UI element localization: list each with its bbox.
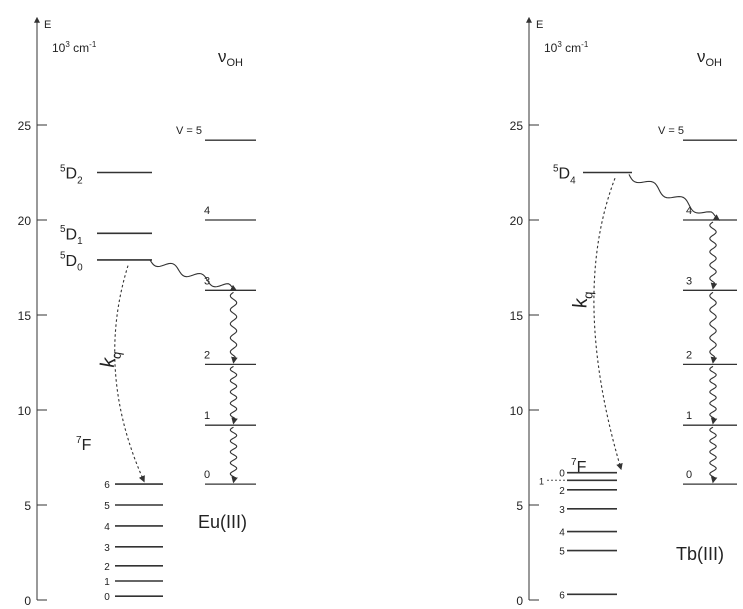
ground-term-label: 7F [76,435,92,454]
nonradiative-quenching-arrow [114,265,145,483]
ground-level-label: 3 [104,543,110,554]
vibrational-level-label: 4 [686,205,692,217]
ground-level-label: 1 [539,476,544,486]
ground-level-label: 4 [559,528,565,539]
tick-label: 15 [18,309,32,323]
axis-label: E [44,19,51,31]
ground-level-label: 0 [559,469,565,480]
excited-level-label: 5D0 [60,251,83,274]
excited-level-label: 5D4 [553,163,576,186]
ground-level-label: 3 [559,505,565,516]
vibrational-relaxation-arrow [709,291,718,364]
tick-label: 5 [516,499,523,513]
tick-label: 25 [510,119,524,133]
vibrational-level-label: V = 5 [658,125,684,137]
vibrational-relaxation-arrow [229,426,238,484]
ion-label: Eu(III) [198,512,247,532]
tick-label: 5 [24,499,31,513]
tick-label: 20 [18,214,32,228]
tick-label: 15 [510,309,524,323]
tick-label: 25 [18,119,32,133]
vibrational-level-label: 2 [204,349,210,361]
vibrational-level-label: 2 [686,349,692,361]
axis-units: 103 cm-1 [52,40,97,55]
vibrational-level-label: 1 [204,410,210,422]
vibrational-level-label: 1 [686,410,692,422]
kq-label: kq [569,290,595,309]
energy-transfer-arrow [149,259,238,291]
nu-oh-label: νOH [218,47,243,69]
ground-level-label: 2 [104,562,110,573]
kq-label: kq [97,349,125,370]
tick-label: 10 [510,404,524,418]
vibrational-relaxation-arrow [229,291,238,364]
excited-level-label: 5D1 [60,224,83,247]
ground-level-label: 6 [559,590,565,601]
ground-level-label: 6 [104,480,110,491]
vibrational-level-label: V = 5 [176,125,202,137]
vibrational-level-label: 4 [204,205,210,217]
nu-oh-label: νOH [697,47,722,69]
nonradiative-quenching-arrow [593,178,623,471]
tick-label: 10 [18,404,32,418]
ground-term-label: 7F [571,457,587,476]
kq-label-group: kq [569,290,595,309]
vibrational-relaxation-arrow [709,426,718,484]
kq-label-group: kq [97,349,125,370]
vibrational-level-label: 3 [686,275,692,287]
ground-level-label: 4 [104,522,110,533]
tick-label: 0 [516,594,523,608]
vibrational-relaxation-arrow [229,365,238,425]
ground-level-label: 2 [559,486,565,497]
vibrational-level-label: 0 [204,469,210,481]
ground-level-label: 1 [104,577,110,588]
ground-level-label: 0 [104,592,110,603]
vibrational-level-label: 3 [204,275,210,287]
energy-transfer-arrow [628,174,721,221]
ion-label: Tb(III) [676,544,724,564]
vibrational-relaxation-arrow [709,221,718,290]
axis-units: 103 cm-1 [544,40,589,55]
tick-label: 20 [510,214,524,228]
vibrational-relaxation-arrow [709,365,718,425]
excited-level-label: 5D2 [60,163,83,186]
ground-level-label: 5 [559,547,565,558]
tick-label: 0 [24,594,31,608]
ground-level-label: 5 [104,501,110,512]
vibrational-level-label: 0 [686,469,692,481]
axis-label: E [536,19,543,31]
